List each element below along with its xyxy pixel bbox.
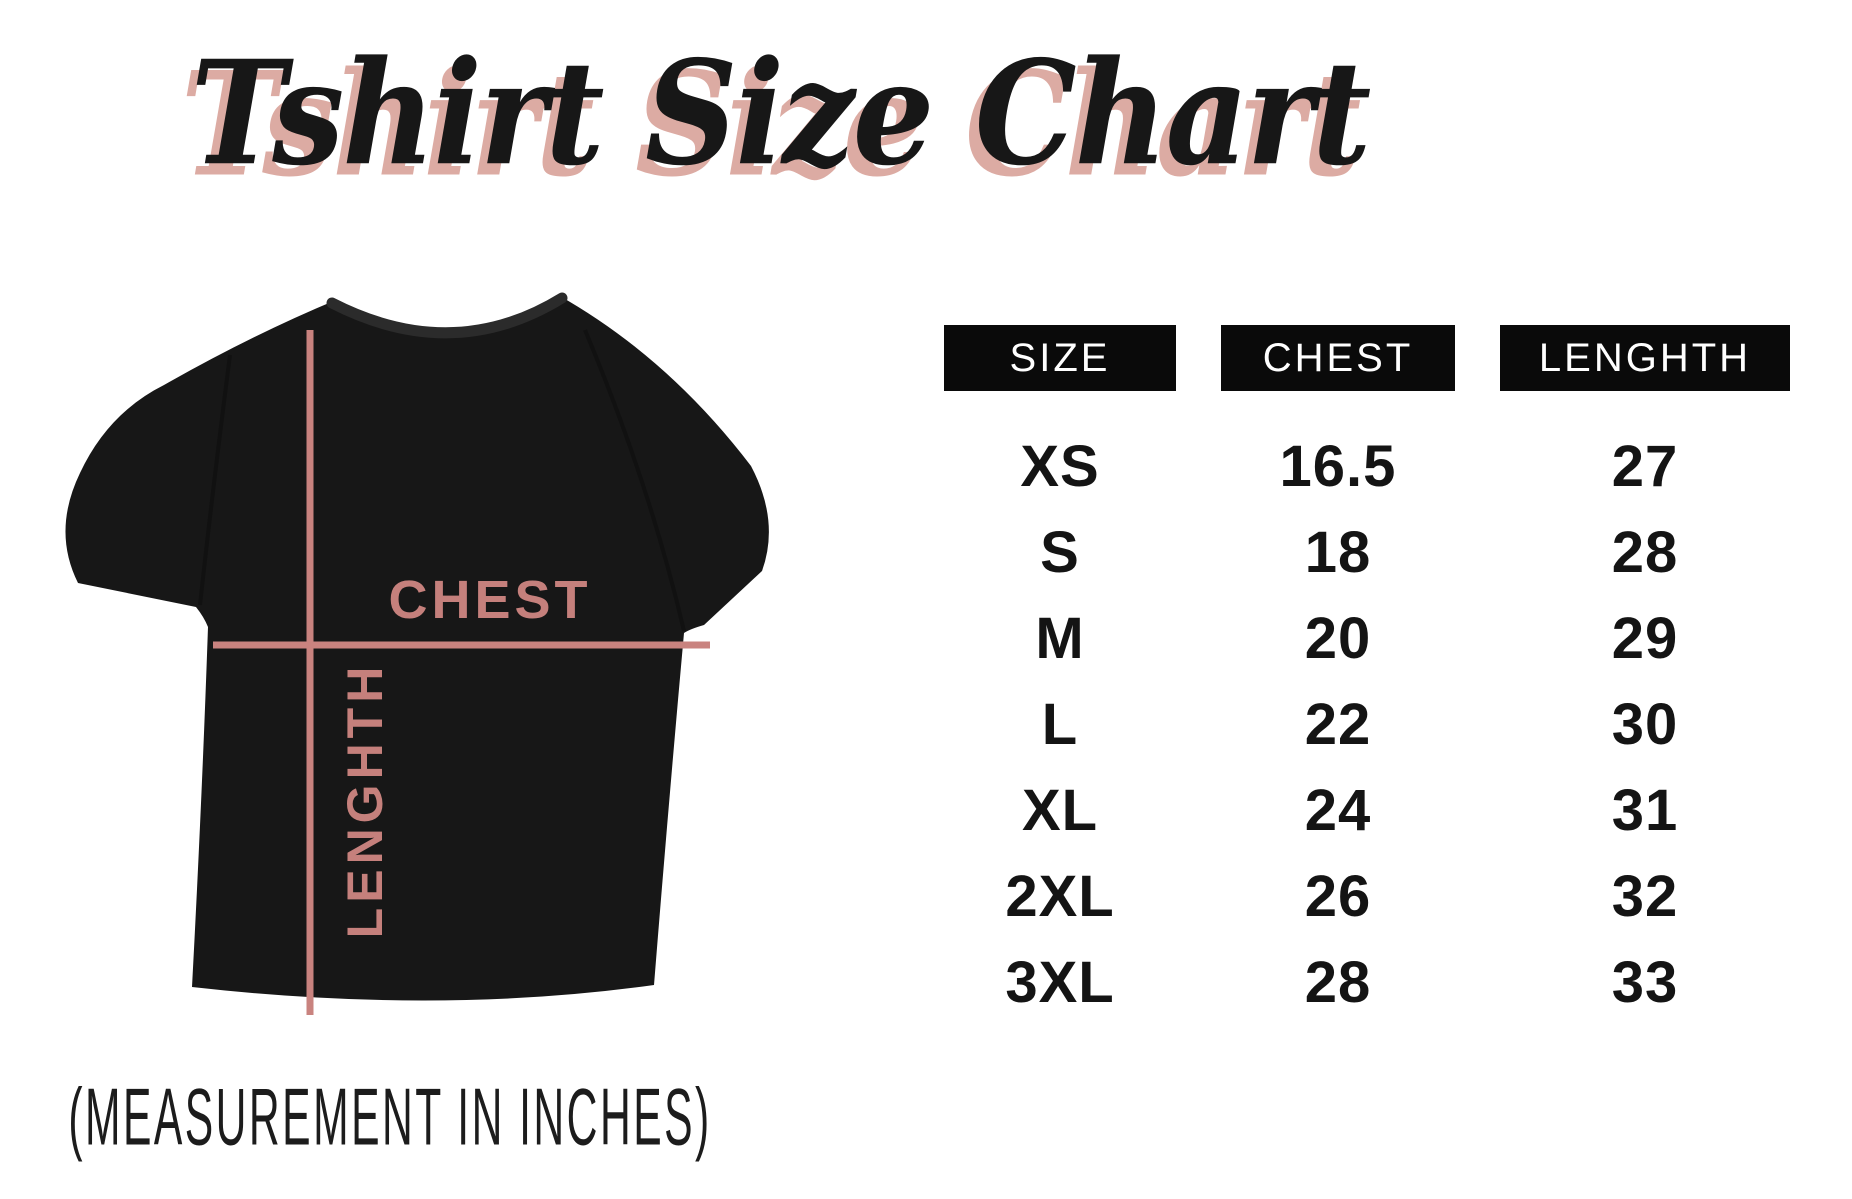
table-cell: 16.5 (1279, 434, 1397, 499)
tshirt-diagram: CHEST LENGHTH (40, 235, 780, 1065)
size-table-body: XS 16.5 27 S 18 28 M 20 29 L 22 30 XL 24 31 2XL 26 32 3XL 2… (944, 424, 1790, 1026)
length-measure-label: LENGHTH (337, 661, 393, 939)
table-cell: 22 (1304, 692, 1372, 757)
chest-measure-line (213, 641, 710, 649)
header-size: SIZE (944, 325, 1176, 391)
left-sleeve-seam (198, 354, 232, 606)
table-cell: 27 (1611, 434, 1679, 499)
table-cell: 18 (1304, 520, 1372, 585)
table-cell: 31 (1611, 778, 1679, 843)
table-cell: L (1041, 692, 1079, 757)
tshirt-back-image (65, 292, 769, 1015)
table-cell: 24 (1304, 778, 1372, 843)
collar-band (326, 292, 568, 339)
right-sleeve-seam (583, 329, 686, 632)
table-cell: 3XL (1005, 950, 1115, 1015)
table-cell: 30 (1611, 692, 1679, 757)
table-cell: 28 (1304, 950, 1372, 1015)
table-cell: XL (1021, 778, 1099, 843)
header-length: LENGHTH (1500, 325, 1790, 391)
table-cell: 29 (1611, 606, 1679, 671)
table-cell: S (1040, 520, 1080, 585)
header-chest: CHEST (1221, 325, 1455, 391)
table-cell: 20 (1304, 606, 1372, 671)
table-cell: M (1035, 606, 1085, 671)
table-cell: 32 (1611, 864, 1679, 929)
chest-measure-label: CHEST (388, 570, 592, 630)
measurement-note: (MEASUREMENT IN INCHES) (68, 1073, 712, 1163)
length-measure-line (306, 330, 314, 1015)
table-cell: 2XL (1005, 864, 1115, 929)
size-table-header: SIZE CHEST LENGHTH (944, 325, 1790, 391)
table-cell: 33 (1611, 950, 1679, 1015)
table-cell: XS (1020, 434, 1100, 499)
table-cell: 26 (1304, 864, 1372, 929)
table-cell: 28 (1611, 520, 1679, 585)
page-title: Tshirt Size Chart (190, 30, 1372, 198)
